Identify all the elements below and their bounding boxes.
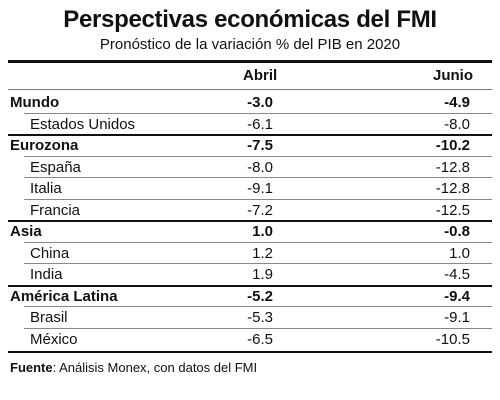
row-separator [24,198,492,200]
row-label: India [30,266,63,283]
source-note: Fuente: Análisis Monex, con datos del FM… [10,360,257,375]
row-separator [24,112,492,114]
row-value-junio: -9.1 [444,309,470,326]
bottom-rule [8,351,492,353]
table-row-group: América Latina -5.2 -9.4 [0,286,500,308]
row-separator [24,241,492,243]
row-value-abril: 1.9 [252,266,273,283]
table-row: Italia -9.1 -12.8 [0,178,500,200]
table-row: Francia -7.2 -12.5 [0,200,500,222]
group-value-junio: -10.2 [435,137,470,154]
source-text: : Análisis Monex, con datos del FMI [52,360,258,375]
row-label: Francia [30,201,81,219]
group-separator [8,220,492,222]
row-value-junio: -12.8 [435,180,470,197]
row-value-junio: -8.0 [444,115,470,133]
row-separator [24,263,492,264]
group-label: Asia [10,223,42,240]
table-row: Brasil -5.3 -9.1 [0,307,500,329]
row-value-abril: -6.1 [247,115,273,133]
group-value-abril: -5.2 [247,287,273,305]
row-label: Estados Unidos [30,115,136,133]
row-value-abril: 1.2 [252,244,273,262]
row-value-junio: -4.5 [444,266,470,283]
row-value-abril: -8.0 [247,158,273,176]
group-label: América Latina [10,287,118,305]
row-value-abril: -7.2 [247,201,273,219]
row-label: España [30,158,81,176]
group-value-junio: -4.9 [444,94,470,111]
table-row: India 1.9 -4.5 [0,264,500,286]
row-value-junio: -12.5 [435,201,470,219]
row-value-abril: -5.3 [247,309,273,326]
row-value-junio: -10.5 [435,330,470,348]
group-separator [8,284,492,287]
group-separator [8,134,492,136]
row-label: Italia [30,180,62,197]
group-value-abril: -3.0 [247,94,273,111]
row-separator [24,327,492,329]
row-label: China [30,244,70,262]
row-value-abril: -9.1 [247,180,273,197]
row-separator [24,155,492,157]
table-row-group: Eurozona -7.5 -10.2 [0,135,500,157]
top-rule [8,60,492,63]
row-separator [24,306,492,307]
table-row: México -6.5 -10.5 [0,329,500,351]
column-header-abril: Abril [243,67,278,84]
group-value-junio: -0.8 [444,223,470,240]
group-label: Eurozona [10,137,79,154]
group-value-junio: -9.4 [444,287,470,305]
table-row-group: Asia 1.0 -0.8 [0,221,500,243]
row-separator [24,177,492,178]
chart-title: Perspectivas económicas del FMI [63,6,437,33]
column-header-junio: Junio [433,67,473,84]
header-rule [8,89,492,90]
table-row: Estados Unidos -6.1 -8.0 [0,114,500,136]
source-label: Fuente [10,360,53,375]
row-value-junio: -12.8 [435,158,470,176]
row-label: Brasil [30,309,68,326]
row-label: México [30,330,78,348]
table-row: España -8.0 -12.8 [0,157,500,179]
group-value-abril: 1.0 [252,223,273,240]
row-value-abril: -6.5 [247,330,273,348]
table-row: China 1.2 1.0 [0,243,500,265]
group-label: Mundo [10,94,60,111]
row-value-junio: 1.0 [449,244,470,262]
table-row-group: Mundo -3.0 -4.9 [0,92,500,114]
chart-subtitle: Pronóstico de la variación % del PIB en … [99,36,401,53]
group-value-abril: -7.5 [247,137,273,154]
